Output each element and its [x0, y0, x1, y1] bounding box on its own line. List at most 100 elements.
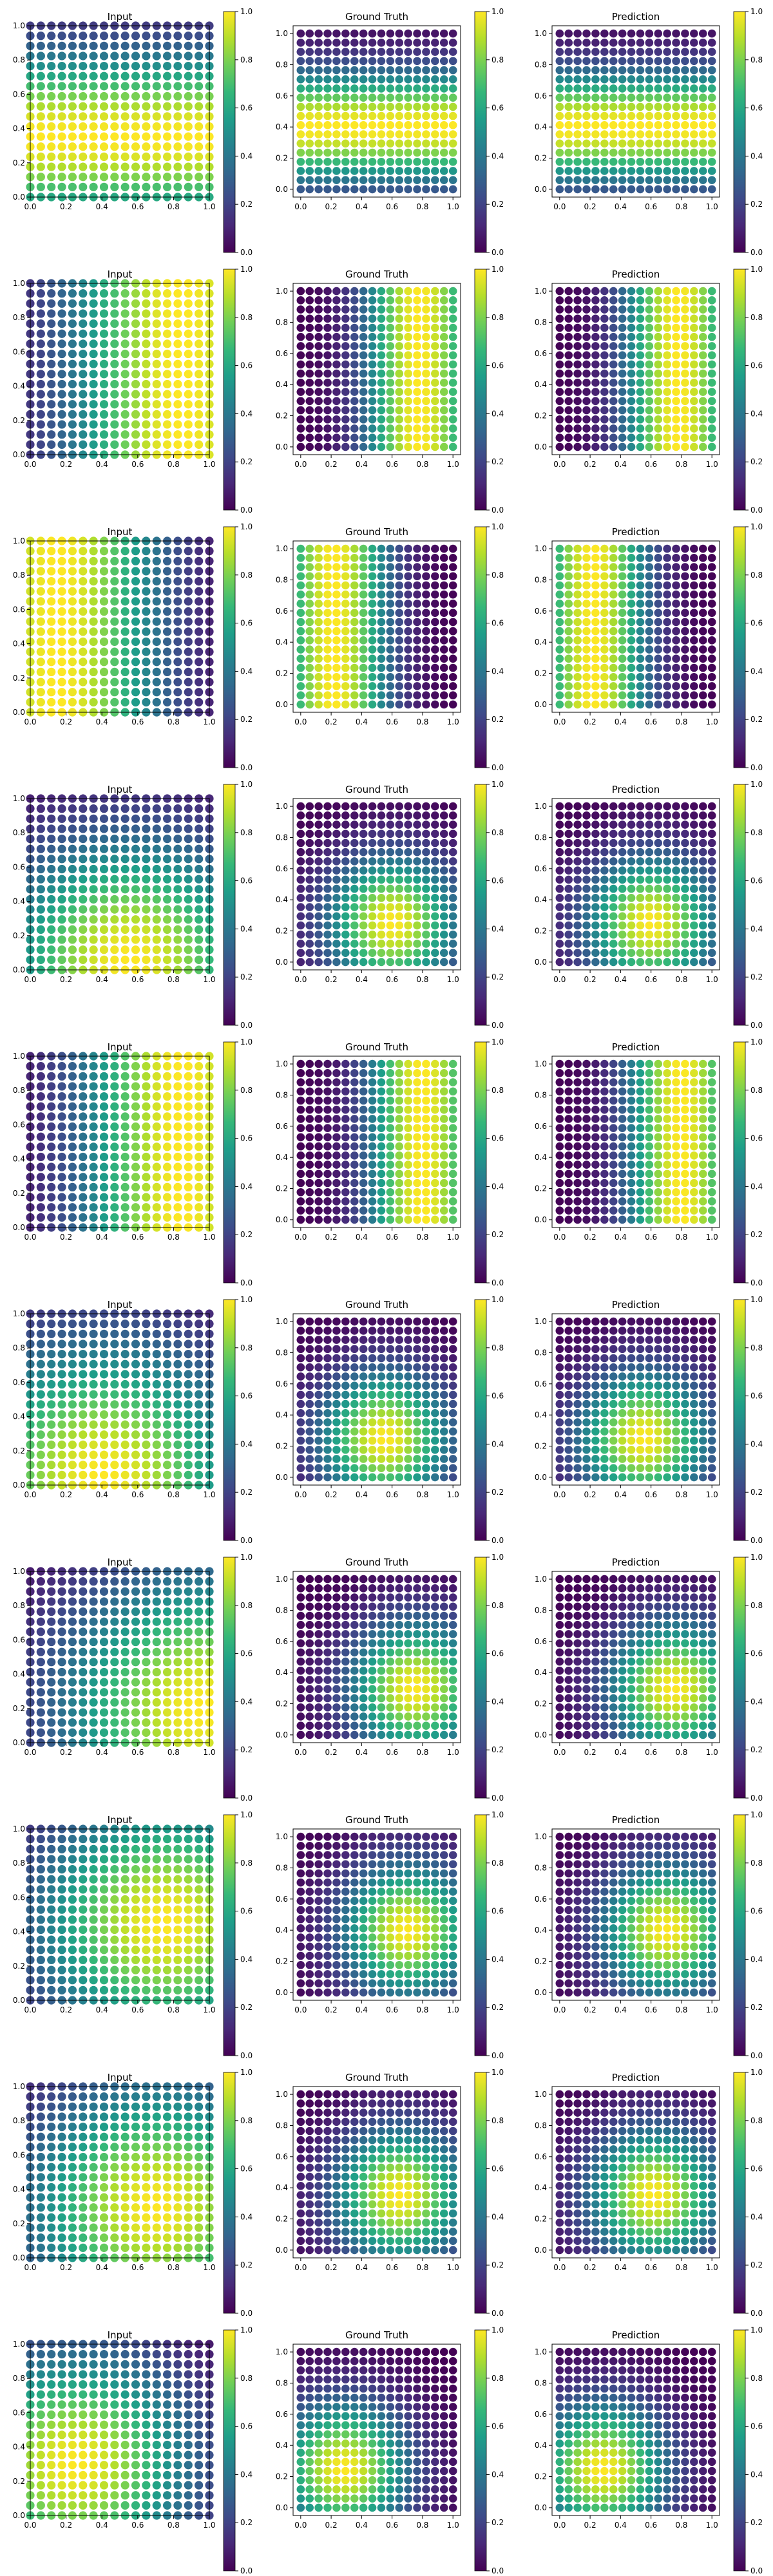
- scatter-point: [57, 370, 66, 379]
- scatter-point: [68, 647, 77, 656]
- scatter-point: [582, 360, 591, 369]
- scatter-point: [377, 66, 386, 75]
- scatter-point: [184, 955, 193, 964]
- scatter-point: [350, 185, 359, 194]
- scatter-point: [110, 1142, 119, 1151]
- scatter-point: [386, 958, 395, 967]
- scatter-point: [439, 379, 448, 387]
- scatter-point: [681, 894, 689, 902]
- scatter-point: [68, 370, 77, 379]
- scatter-point: [600, 397, 609, 406]
- y-tick-label: 0.2: [13, 674, 25, 683]
- scatter-point: [627, 332, 636, 341]
- scatter-point: [89, 349, 98, 359]
- scatter-point: [555, 866, 564, 875]
- scatter-point: [173, 112, 182, 121]
- scatter-point: [131, 1092, 140, 1101]
- scatter-point: [162, 1112, 172, 1121]
- scatter-point: [142, 1213, 151, 1222]
- scatter-point: [573, 102, 582, 111]
- colorbar-tick-label: 0.2: [750, 457, 763, 466]
- scatter-point: [564, 691, 573, 699]
- scatter-point: [600, 563, 609, 571]
- scatter-point: [68, 52, 77, 61]
- scatter-point: [152, 309, 161, 318]
- scatter-point: [57, 61, 66, 71]
- scatter-point: [422, 323, 430, 332]
- panel-title: Prediction: [612, 269, 660, 280]
- scatter-point: [359, 369, 368, 378]
- scatter-point: [359, 1078, 368, 1086]
- scatter-point: [36, 855, 45, 864]
- scatter-point: [314, 351, 323, 359]
- scatter-point: [555, 185, 564, 194]
- scatter-point: [341, 848, 350, 857]
- scatter-point: [152, 370, 161, 379]
- scatter-point: [600, 305, 609, 314]
- scatter-point: [323, 554, 332, 562]
- scatter-point: [296, 1087, 305, 1096]
- scatter-point: [555, 672, 564, 681]
- scatter-point: [131, 102, 140, 111]
- x-tick-label: 0.8: [167, 717, 180, 726]
- scatter-point: [555, 176, 564, 184]
- scatter-point: [690, 176, 698, 184]
- scatter-point: [681, 627, 689, 636]
- scatter-point: [431, 636, 439, 645]
- scatter-point: [89, 1082, 98, 1091]
- scatter-point: [690, 84, 698, 93]
- scatter-point: [698, 958, 707, 967]
- scatter-point: [555, 93, 564, 102]
- scatter-point: [555, 636, 564, 645]
- scatter-point: [350, 940, 359, 948]
- scatter-point: [142, 182, 151, 191]
- scatter-point: [618, 811, 627, 820]
- scatter-point: [386, 590, 395, 599]
- scatter-point: [68, 587, 77, 596]
- scatter-point: [368, 433, 377, 442]
- scatter-point: [296, 1206, 305, 1215]
- scatter-point: [110, 556, 119, 565]
- scatter-point: [627, 139, 636, 148]
- scatter-point: [350, 296, 359, 305]
- scatter-point: [422, 139, 430, 148]
- scatter-point: [173, 1062, 182, 1071]
- scatter-point: [439, 29, 448, 38]
- scatter-point: [627, 148, 636, 157]
- scatter-point: [152, 182, 161, 191]
- scatter-point: [422, 121, 430, 129]
- scatter-point: [142, 91, 151, 101]
- scatter-point: [359, 433, 368, 442]
- colorbar-tick-label: 0.0: [240, 1021, 253, 1030]
- scatter-point: [350, 102, 359, 111]
- x-tick-label: 0.2: [325, 975, 338, 984]
- scatter-point: [698, 903, 707, 911]
- scatter-point: [314, 39, 323, 47]
- scatter-point: [184, 547, 193, 556]
- scatter-point: [591, 342, 600, 350]
- scatter-point: [323, 369, 332, 378]
- scatter-point: [422, 940, 430, 948]
- colorbar-tick-label: 0.2: [750, 200, 763, 209]
- scatter-point: [707, 93, 716, 102]
- scatter-point: [672, 75, 680, 84]
- scatter-point: [89, 359, 98, 368]
- panel-title: Ground Truth: [345, 11, 408, 23]
- scatter-point: [654, 838, 663, 848]
- scatter-point: [99, 945, 109, 954]
- scatter-point: [377, 958, 386, 967]
- scatter-point: [36, 587, 45, 596]
- scatter-point: [99, 52, 109, 61]
- scatter-point: [681, 618, 689, 627]
- scatter-point: [672, 829, 680, 838]
- x-tick-label: 0.8: [167, 460, 180, 469]
- scatter-point: [99, 359, 109, 368]
- scatter-point: [654, 342, 663, 350]
- scatter-point: [341, 1087, 350, 1096]
- scatter-point: [672, 921, 680, 930]
- scatter-point: [413, 875, 421, 884]
- scatter-point: [404, 627, 412, 636]
- scatter-point: [323, 1215, 332, 1224]
- scatter-point: [332, 866, 341, 875]
- scatter-point: [332, 1115, 341, 1123]
